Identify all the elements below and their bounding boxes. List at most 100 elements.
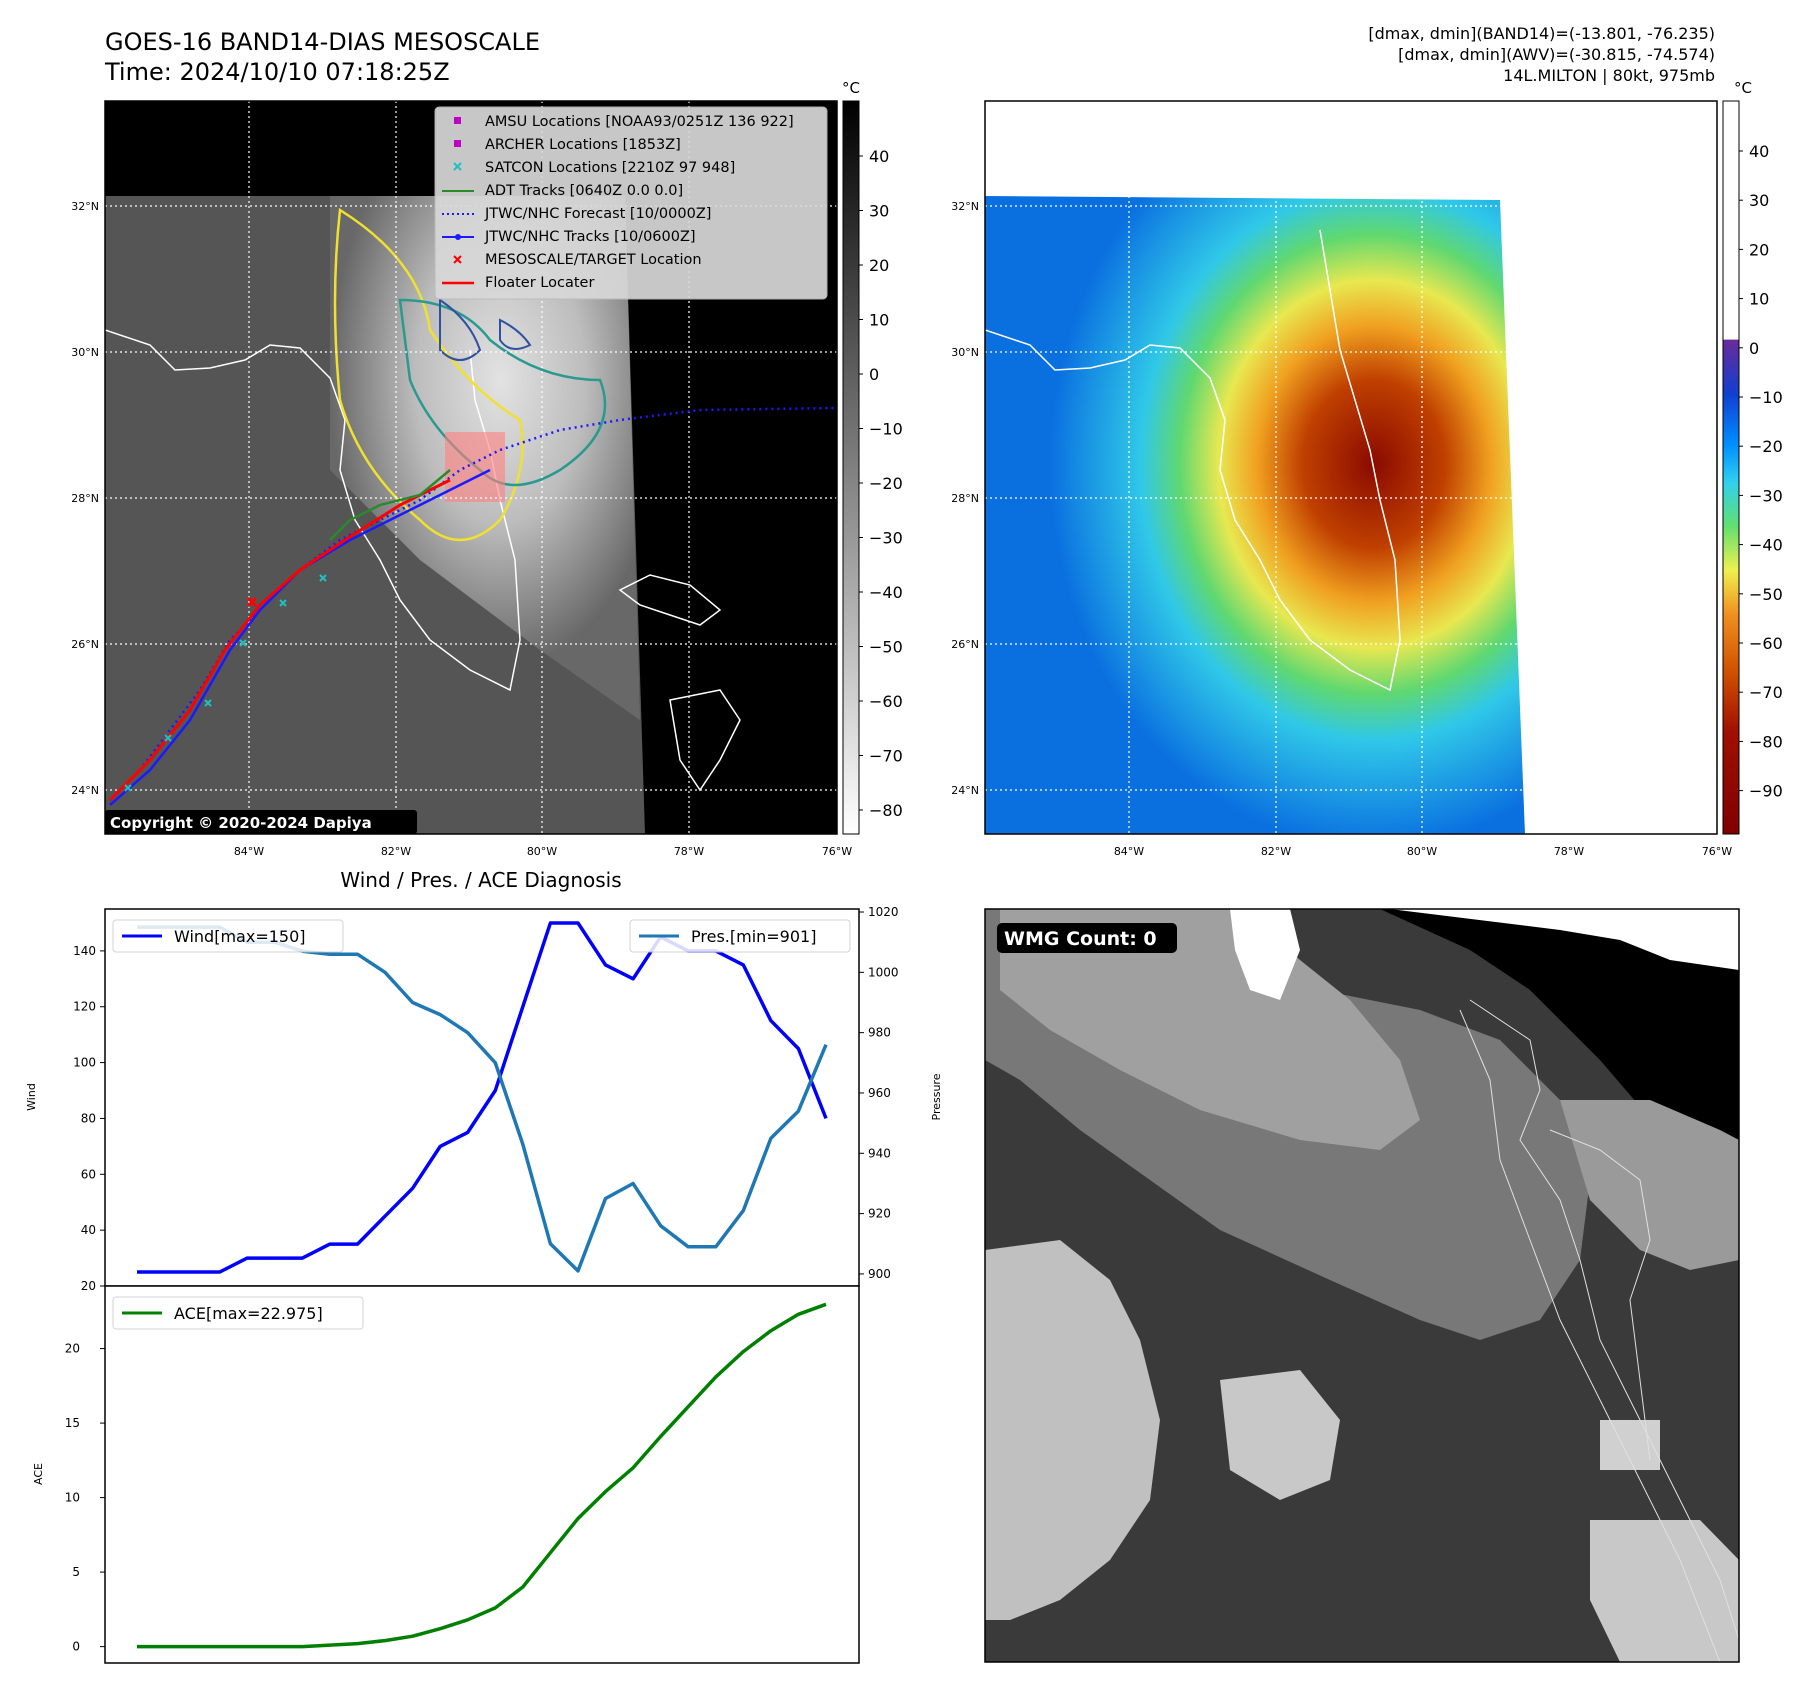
gray-colorbar-unit: °C bbox=[842, 79, 860, 97]
wmg-light-west bbox=[985, 1240, 1160, 1620]
wmg-light-se bbox=[1590, 1520, 1739, 1662]
colorbar-tick-label: 20 bbox=[869, 256, 889, 275]
floater-track bbox=[108, 478, 451, 802]
lon-label: 82°W bbox=[381, 845, 411, 858]
colorbar-tick-label: −80 bbox=[869, 801, 903, 820]
legend-amsu-marker bbox=[454, 117, 461, 124]
colorbar-tick-label: 10 bbox=[869, 311, 889, 330]
lat-label: 26°N bbox=[71, 638, 99, 651]
wmg-black-region bbox=[1380, 909, 1739, 1200]
map1-contour-blue bbox=[439, 298, 532, 361]
colorbar-tick-label: −70 bbox=[869, 747, 903, 766]
target-box bbox=[445, 432, 505, 502]
wmg-count-label: WMG Count: 0 bbox=[1004, 928, 1157, 950]
legend-target-marker bbox=[453, 255, 462, 264]
map2-gridlines bbox=[985, 101, 1717, 834]
ace-tick-label: 10 bbox=[65, 1491, 80, 1505]
lon-label: 82°W bbox=[1261, 845, 1291, 858]
map1-coastline bbox=[105, 329, 521, 692]
target-marker bbox=[246, 596, 258, 608]
pressure-axis-label: Pressure bbox=[930, 1073, 943, 1120]
lat-label: 32°N bbox=[951, 200, 979, 213]
wmg-gray-east bbox=[1560, 1100, 1739, 1270]
wmg-frame bbox=[984, 908, 1740, 1663]
ace-chart: ACE 0 5 10 15 20 ACE[max=22.975] bbox=[32, 1285, 860, 1664]
wind-tick-label: 40 bbox=[81, 1223, 96, 1237]
wmg-coastline-outer bbox=[1469, 999, 1739, 1641]
ace-line bbox=[137, 1302, 827, 1649]
legend-item: JTWC/NHC Forecast [10/0000Z] bbox=[484, 206, 711, 222]
colorbar-tick-label: 20 bbox=[1749, 240, 1769, 259]
colorbar-tick-label: 0 bbox=[1749, 339, 1759, 358]
lon-label: 76°W bbox=[1702, 845, 1732, 858]
ace-plot-area bbox=[104, 1285, 860, 1664]
pressure-tick-label: 900 bbox=[868, 1267, 891, 1281]
map2-frame bbox=[984, 100, 1718, 835]
lat-label: 24°N bbox=[71, 784, 99, 797]
colorbar-tick-label: −20 bbox=[1749, 437, 1783, 456]
map1-legend: AMSU Locations [NOAA93/0251Z 136 922] AR… bbox=[434, 106, 828, 300]
colorbar-tick-label: −90 bbox=[1749, 782, 1783, 801]
wind-legend: Wind[max=150] bbox=[112, 919, 344, 953]
colorbar-tick-label: 30 bbox=[869, 202, 889, 221]
ace-tick-label: 5 bbox=[72, 1565, 80, 1579]
lat-label: 32°N bbox=[71, 200, 99, 213]
wmg-light-patch bbox=[1220, 1370, 1340, 1500]
legend-box bbox=[434, 106, 828, 300]
wind-legend-label: Wind[max=150] bbox=[174, 927, 306, 946]
ace-axis-label: ACE bbox=[32, 1463, 45, 1485]
legend-item: Floater Locater bbox=[485, 275, 594, 291]
wmg-white-region bbox=[1390, 909, 1739, 970]
legend-archer-marker bbox=[454, 140, 461, 147]
satcon-markers bbox=[124, 574, 327, 792]
lat-label: 30°N bbox=[71, 346, 99, 359]
map2-imagery bbox=[985, 196, 1525, 834]
ace-legend-label: ACE[max=22.975] bbox=[174, 1304, 323, 1323]
wmg-light-block bbox=[1600, 1420, 1660, 1470]
legend-track-dot bbox=[455, 234, 461, 240]
legend-item: MESOSCALE/TARGET Location bbox=[485, 252, 702, 268]
gray-colorbar: °C 40 30 20 10 0 −10 −20 −30 −40 −50 −60 −70 −80 bbox=[842, 79, 903, 835]
lon-label: 84°W bbox=[1114, 845, 1144, 858]
map1-frame bbox=[104, 100, 838, 835]
adt-track bbox=[329, 469, 451, 541]
map1-contour-yellow bbox=[333, 207, 524, 542]
chart-title: Wind / Pres. / ACE Diagnosis bbox=[340, 868, 621, 892]
colorbar-tick-label: −80 bbox=[1749, 732, 1783, 751]
ace-tick-label: 0 bbox=[72, 1640, 80, 1654]
colorbar-tick-label: −20 bbox=[869, 474, 903, 493]
wmg-label-box bbox=[997, 923, 1177, 953]
colorbar-tick-label: 30 bbox=[1749, 191, 1769, 210]
pressure-tick-label: 960 bbox=[868, 1086, 891, 1100]
copyright-box bbox=[105, 810, 417, 834]
ace-legend: ACE[max=22.975] bbox=[112, 1296, 364, 1330]
pressure-legend: Pres.[min=901] bbox=[629, 919, 851, 953]
figure-title: GOES-16 BAND14-DIAS MESOSCALE bbox=[105, 28, 540, 56]
pressure-legend-label: Pres.[min=901] bbox=[691, 927, 816, 946]
colorbar-tick-label: −30 bbox=[869, 529, 903, 548]
wind-plot-area bbox=[104, 908, 860, 1287]
wmg-river bbox=[1549, 1129, 1651, 1461]
legend-item: SATCON Locations [2210Z 97 948] bbox=[485, 160, 735, 176]
ace-tick-label: 20 bbox=[65, 1342, 80, 1356]
wmg-light-gray bbox=[1000, 909, 1420, 1150]
wind-pressure-chart: Wind / Pres. / ACE Diagnosis Wind Pressu… bbox=[25, 868, 943, 1293]
info-awv: [dmax, dmin](AWV)=(-30.815, -74.574) bbox=[1398, 45, 1715, 64]
wind-tick-label: 60 bbox=[81, 1167, 96, 1181]
map1-bahamas bbox=[618, 574, 741, 792]
wind-tick-label: 120 bbox=[73, 1000, 96, 1014]
pressure-tick-label: 940 bbox=[868, 1146, 891, 1160]
info-storm: 14L.MILTON | 80kt, 975mb bbox=[1503, 66, 1715, 85]
figure-time: Time: 2024/10/10 07:18:25Z bbox=[104, 58, 450, 86]
lat-label: 28°N bbox=[951, 492, 979, 505]
pressure-tick-label: 1000 bbox=[868, 965, 899, 979]
wmg-panel: WMG Count: 0 bbox=[984, 908, 1740, 1663]
color-colorbar-unit: °C bbox=[1734, 79, 1752, 97]
lon-label: 84°W bbox=[234, 845, 264, 858]
legend-item: ADT Tracks [0640Z 0.0 0.0] bbox=[485, 183, 683, 199]
info-band14: [dmax, dmin](BAND14)=(-13.801, -76.235) bbox=[1368, 24, 1715, 43]
wind-tick-label: 140 bbox=[73, 944, 96, 958]
legend-item: ARCHER Locations [1853Z] bbox=[485, 137, 681, 153]
lat-label: 30°N bbox=[951, 346, 979, 359]
